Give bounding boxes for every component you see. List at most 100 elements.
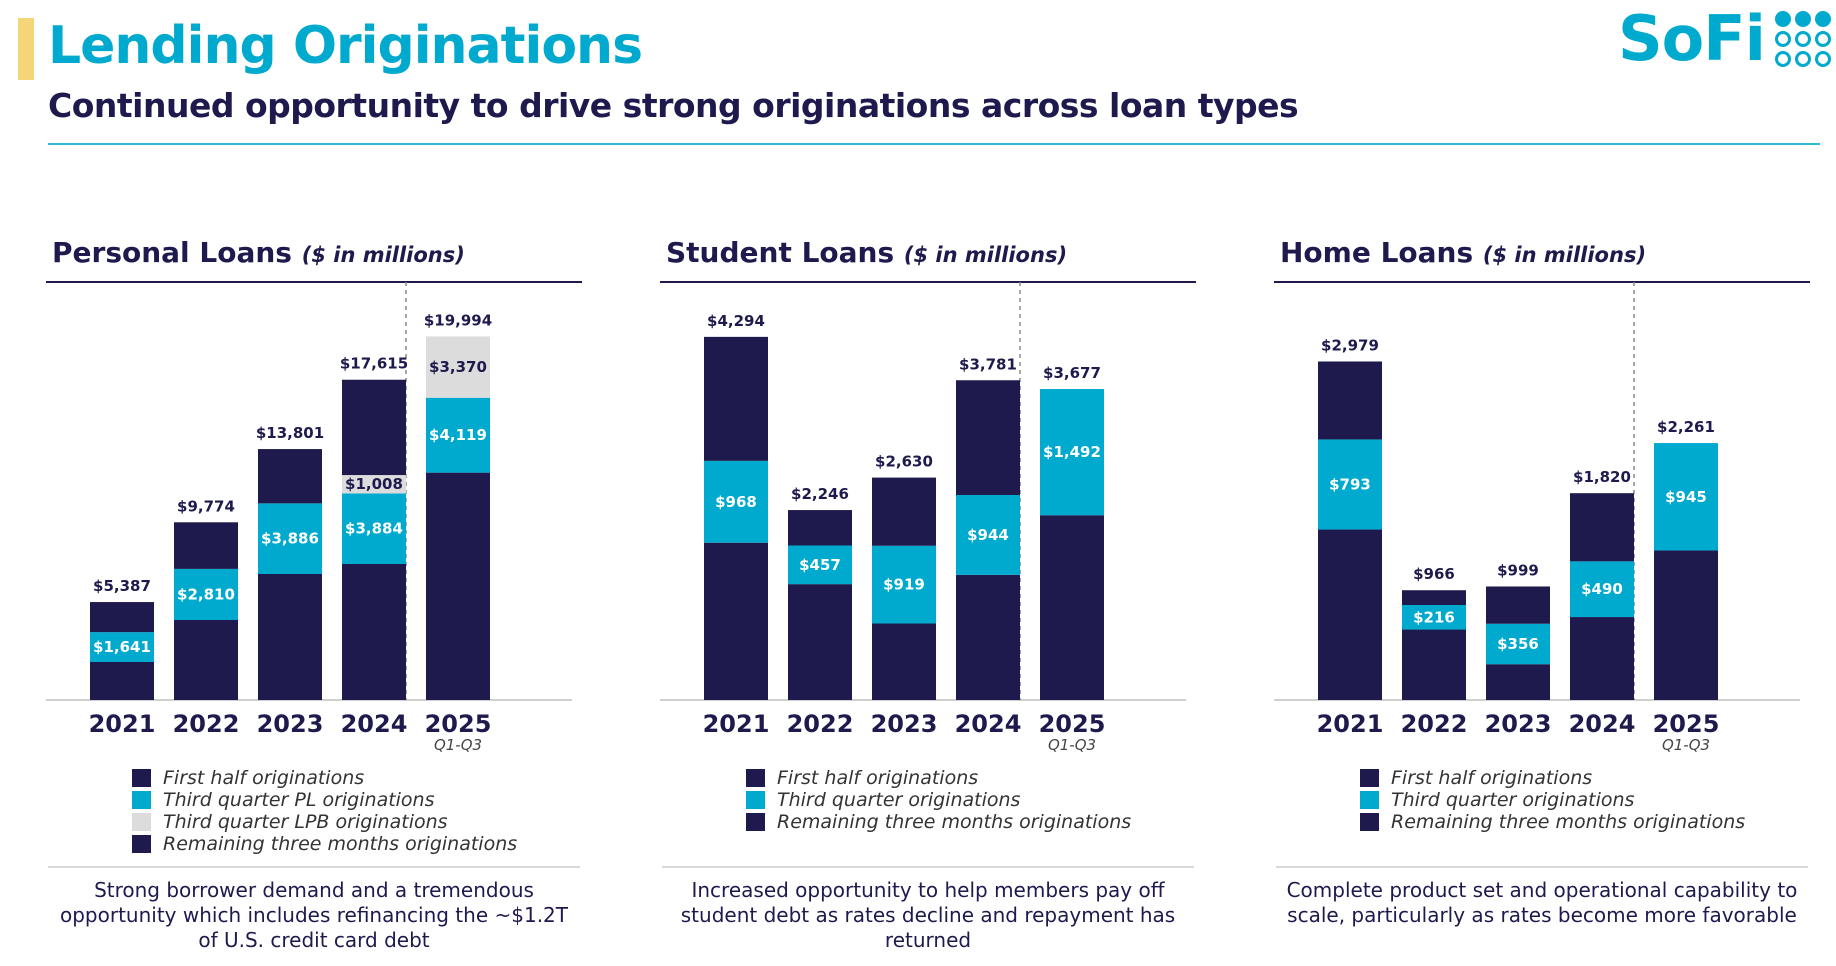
legend-label: Third quarter originations (777, 789, 1021, 811)
bar-value-label: $3,884 (345, 520, 403, 538)
x-tick-label: 2022 (1401, 710, 1468, 738)
bar-value-label: $356 (1497, 635, 1539, 653)
panel-title: Personal Loans ($ in millions) (52, 236, 465, 269)
bar-2024-first-half-originations (956, 574, 1020, 700)
legend-label: Remaining three months originations (1391, 811, 1746, 833)
bar-total-label: $17,615 (340, 355, 408, 373)
legend-item: Third quarter originations (1360, 789, 1745, 811)
legend-swatch (746, 813, 765, 831)
caption-divider (48, 866, 580, 868)
header-divider (48, 143, 1820, 145)
bar-total-label: $999 (1497, 561, 1539, 579)
caption-divider (1276, 866, 1808, 868)
bar-2022-remaining-three-months-originations (788, 510, 852, 546)
bar-total-label: $5,387 (93, 577, 151, 595)
bar-2021-remaining-three-months-originations (90, 602, 154, 633)
bar-2023-first-half-originations (258, 574, 322, 700)
bar-2025-first-half-originations (426, 472, 490, 700)
chart-legend: First half originations Third quarter PL … (132, 767, 517, 855)
bar-total-label: $2,979 (1321, 336, 1379, 354)
legend-item: Third quarter PL originations (132, 789, 517, 811)
bar-value-label: $2,810 (177, 585, 235, 603)
panel-title-text: Personal Loans (52, 236, 292, 269)
bar-2023-first-half-originations (1486, 664, 1550, 700)
bar-2023-third-quarter-pl-originations (258, 503, 322, 574)
bar-2024-remaining-three-months-originations (956, 380, 1020, 496)
legend-item: First half originations (132, 767, 517, 789)
panel-title: Student Loans ($ in millions) (666, 236, 1067, 269)
legend-label: Remaining three months originations (163, 833, 518, 855)
bar-2025-third-quarter-originations (1654, 443, 1718, 551)
home-loans-chart: $793 $2,979 2021 $216 $966 2022 $356 $999 2023 $4… (1274, 281, 1810, 754)
x-tick-label: 2024 (955, 710, 1022, 738)
bar-2021-third-quarter-originations (704, 460, 768, 543)
bar-2023-remaining-three-months-originations (872, 477, 936, 546)
bar-total-label: $1,820 (1573, 468, 1631, 486)
chart-legend: First half originations Third quarter ori… (1360, 767, 1745, 833)
bar-total-label: $9,774 (177, 497, 235, 515)
x-tick-sublabel: Q1-Q3 (1662, 736, 1710, 754)
bar-2021-remaining-three-months-originations (704, 336, 768, 461)
bar-total-label: $13,801 (256, 424, 324, 442)
x-tick-label: 2024 (1569, 710, 1636, 738)
bar-2021-first-half-originations (1318, 529, 1382, 700)
x-tick-label: 2021 (1317, 710, 1384, 738)
home-loans-panel: Home Loans ($ in millions) $793 $2,979 202… (1274, 236, 1810, 966)
bar-value-label: $793 (1329, 475, 1371, 493)
x-tick-sublabel: Q1-Q3 (434, 736, 482, 754)
bar-value-label: $919 (883, 576, 925, 594)
bar-2025-first-half-originations (1654, 550, 1718, 700)
page-title: Lending Originations (48, 16, 643, 76)
x-tick-label: 2024 (341, 710, 408, 738)
legend-item: Remaining three months originations (746, 811, 1131, 833)
legend-swatch (746, 769, 765, 787)
panel-title-unit: ($ in millions) (903, 243, 1068, 267)
bar-value-label: $968 (715, 493, 757, 511)
personal-loans-chart: $1,641 $5,387 2021 $2,810 $9,774 2022 $3,886 $1… (46, 281, 582, 754)
bar-total-label: $2,246 (791, 485, 849, 503)
bar-2025-third-quarter-pl-originations (426, 397, 490, 473)
legend-item: Third quarter LPB originations (132, 811, 517, 833)
bar-total-label: $966 (1413, 565, 1455, 583)
bar-total-label: $2,630 (875, 453, 933, 471)
legend-label: Third quarter LPB originations (163, 811, 448, 833)
sofi-logo: SoFi (1618, 8, 1833, 70)
bar-2024-third-quarter-pl-originations (342, 493, 406, 564)
bar-total-label: $2,261 (1657, 418, 1715, 436)
title-accent-bar (18, 18, 34, 80)
legend-item: Remaining three months originations (1360, 811, 1745, 833)
bar-2023-third-quarter-originations (1486, 623, 1550, 665)
bar-2024-third-quarter-originations (1570, 561, 1634, 618)
bar-2023-first-half-originations (872, 623, 936, 700)
bar-2021-first-half-originations (90, 662, 154, 700)
bar-2021-third-quarter-originations (1318, 439, 1382, 530)
bar-2022-third-quarter-pl-originations (174, 568, 238, 620)
panel-title: Home Loans ($ in millions) (1280, 236, 1646, 269)
legend-swatch (1360, 791, 1379, 809)
bar-2024-third-quarter-lpb-originations (342, 475, 406, 494)
x-tick-label: 2022 (787, 710, 854, 738)
panel-caption: Complete product set and operational cap… (1286, 878, 1798, 927)
legend-swatch (1360, 769, 1379, 787)
bar-2022-first-half-originations (788, 584, 852, 700)
panel-title-unit: ($ in millions) (1482, 243, 1647, 267)
legend-item: Third quarter originations (746, 789, 1131, 811)
x-tick-label: 2021 (703, 710, 770, 738)
bar-total-label: $3,677 (1043, 364, 1101, 382)
legend-swatch (132, 835, 151, 853)
x-tick-label: 2022 (173, 710, 240, 738)
page-subtitle: Continued opportunity to drive strong or… (48, 86, 1299, 125)
bar-2025-first-half-originations (1040, 515, 1104, 700)
bar-value-label: $1,008 (345, 475, 403, 493)
bar-2021-remaining-three-months-originations (1318, 361, 1382, 440)
bar-2022-first-half-originations (174, 620, 238, 700)
bar-2021-third-quarter-pl-originations (90, 632, 154, 662)
legend-swatch (132, 813, 151, 831)
bar-2021-first-half-originations (704, 542, 768, 700)
logo-wordmark: SoFi (1618, 2, 1766, 75)
bar-2025-third-quarter-originations (1040, 389, 1104, 516)
legend-swatch (132, 769, 151, 787)
bar-value-label: $945 (1665, 488, 1707, 506)
x-tick-label: 2025 (425, 710, 492, 738)
panel-title-text: Student Loans (666, 236, 895, 269)
